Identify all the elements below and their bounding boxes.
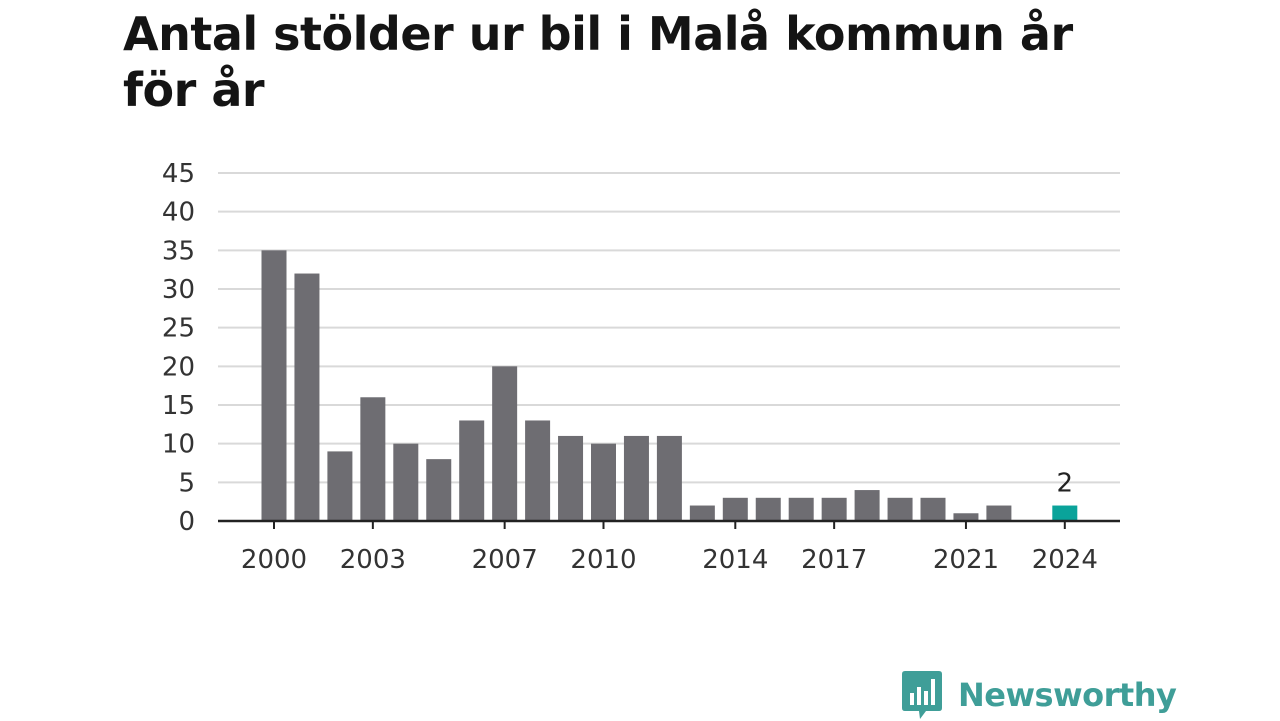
bar-2003 — [360, 397, 386, 521]
bar-2020 — [920, 497, 946, 521]
bar-2017 — [821, 497, 847, 521]
chart-title: Antal stölder ur bil i Malå kommun år fö… — [123, 7, 1073, 117]
y-tick-label: 30 — [162, 275, 195, 305]
bar-2022 — [986, 505, 1012, 521]
bar-2004 — [393, 443, 419, 521]
x-tick-label: 2010 — [570, 545, 636, 575]
y-tick-label: 5 — [178, 468, 195, 498]
bar-2008 — [525, 420, 551, 521]
bar-2012 — [656, 435, 682, 521]
x-tick-label: 2024 — [1032, 545, 1098, 575]
y-tick-label: 35 — [162, 236, 195, 266]
bar-2010 — [591, 443, 616, 521]
bar-2007 — [492, 366, 518, 521]
bar-2001 — [294, 273, 320, 521]
y-tick-label: 45 — [162, 159, 195, 189]
bar-2002 — [327, 451, 353, 521]
bars — [261, 250, 1078, 522]
bar-2018 — [854, 490, 880, 521]
x-tick-label: 2003 — [340, 545, 406, 575]
data-labels: 2 — [1057, 469, 1074, 499]
x-tick-label: 2014 — [702, 545, 768, 575]
y-tick-label: 0 — [178, 507, 195, 537]
gridlines — [218, 172, 1120, 484]
y-tick-label: 20 — [162, 352, 195, 382]
bar-2006 — [459, 420, 485, 521]
x-tick-label: 2007 — [472, 545, 538, 575]
bar-2019 — [887, 497, 913, 521]
x-tick-label: 2017 — [801, 545, 867, 575]
bar-2005 — [426, 459, 452, 521]
y-tick-label: 10 — [162, 430, 195, 460]
x-tick-label: 2000 — [241, 545, 307, 575]
y-tick-label: 15 — [162, 391, 195, 421]
newsworthy-logo-icon — [902, 671, 942, 719]
bar-2021 — [953, 513, 979, 521]
data-label: 2 — [1057, 469, 1074, 499]
bar-2000 — [261, 250, 287, 522]
bar-2011 — [623, 435, 649, 521]
x-axis — [218, 519, 1120, 529]
bar-2016 — [788, 497, 814, 521]
bar-2014 — [722, 497, 748, 521]
brand-name: Newsworthy — [958, 676, 1177, 714]
x-axis-tick-labels: 2000 2003 2007 2010 2014 2017 2021 2024 — [241, 545, 1098, 575]
bar-2015 — [755, 497, 781, 521]
bar-2024 — [1052, 505, 1078, 521]
bar-2013 — [689, 505, 715, 521]
y-tick-label: 25 — [162, 314, 195, 344]
y-axis-tick-labels: 0 5 10 15 20 25 30 35 40 45 — [162, 159, 195, 537]
bar-2009 — [558, 435, 584, 521]
y-tick-label: 40 — [162, 198, 195, 228]
x-tick-label: 2021 — [933, 545, 999, 575]
newsworthy-brand: Newsworthy — [902, 669, 1177, 721]
